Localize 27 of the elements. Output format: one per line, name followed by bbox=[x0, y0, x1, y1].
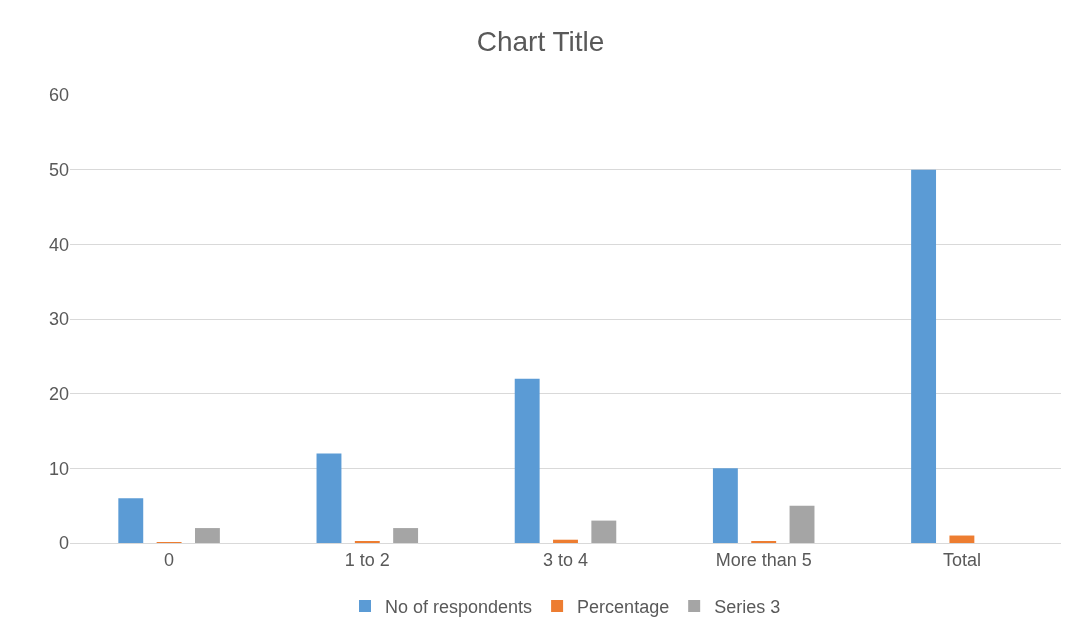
y-tick-label: 30 bbox=[48, 309, 69, 330]
bar bbox=[911, 169, 937, 543]
x-tick-label: More than 5 bbox=[715, 549, 812, 570]
bar bbox=[591, 520, 617, 543]
y-tick-label: 20 bbox=[48, 383, 69, 404]
x-tick-label: 1 to 2 bbox=[344, 549, 390, 570]
bar bbox=[949, 535, 975, 543]
x-tick-label: 0 bbox=[164, 549, 175, 570]
y-tick-label: 50 bbox=[48, 159, 69, 180]
y-tick-label: 60 bbox=[48, 85, 69, 106]
y-tick-label: 0 bbox=[58, 533, 69, 554]
chart-title: Chart Title bbox=[476, 26, 605, 58]
bar bbox=[316, 453, 342, 543]
bar bbox=[514, 378, 540, 543]
bar bbox=[194, 528, 220, 543]
legend-label: Percentage bbox=[577, 597, 670, 618]
x-tick-label: Total bbox=[942, 549, 981, 570]
bar bbox=[789, 505, 815, 543]
bar bbox=[393, 528, 419, 543]
bar bbox=[118, 498, 144, 543]
y-tick-label: 40 bbox=[48, 234, 69, 255]
bar bbox=[553, 539, 578, 543]
bar bbox=[712, 468, 738, 543]
x-tick-label: 3 to 4 bbox=[542, 549, 589, 570]
y-tick-label: 10 bbox=[48, 458, 69, 479]
legend-label: Series 3 bbox=[714, 597, 781, 618]
legend-label: No of respondents bbox=[385, 597, 533, 618]
